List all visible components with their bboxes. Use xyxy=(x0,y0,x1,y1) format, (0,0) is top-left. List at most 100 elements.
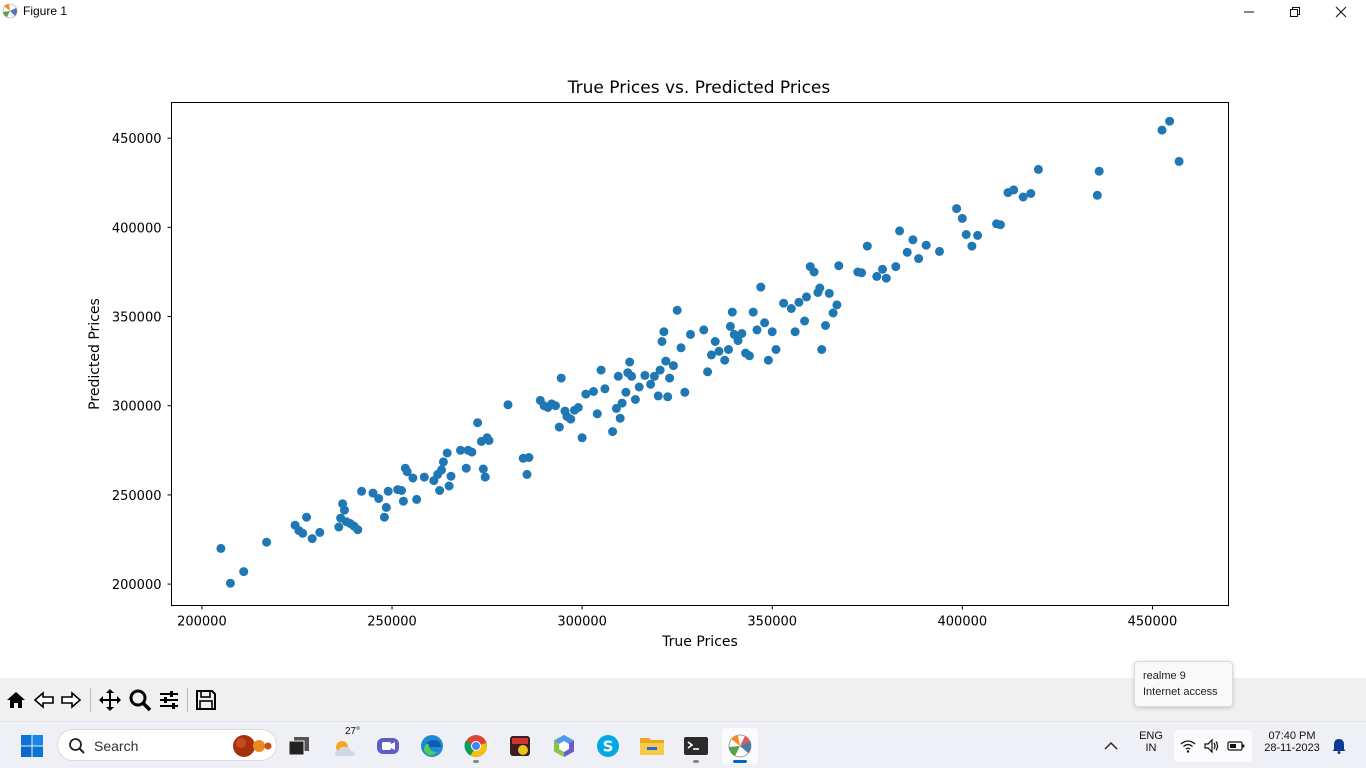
x-tick-label: 450000 xyxy=(1128,615,1178,630)
data-point xyxy=(611,403,621,413)
data-point xyxy=(748,307,758,317)
data-point xyxy=(379,512,389,522)
data-point xyxy=(908,235,918,245)
task-view-icon xyxy=(288,737,309,756)
cube-app-button[interactable] xyxy=(546,728,582,764)
data-point xyxy=(596,365,606,375)
data-point xyxy=(672,305,682,315)
data-point xyxy=(710,337,720,346)
data-point xyxy=(680,387,690,397)
data-point xyxy=(556,373,566,383)
data-point xyxy=(737,329,747,338)
chrome-button[interactable] xyxy=(458,728,494,764)
search-icon xyxy=(69,738,85,754)
svg-text:S: S xyxy=(603,738,614,756)
weather-icon xyxy=(335,741,355,756)
data-point xyxy=(763,355,773,365)
python-figure-button[interactable] xyxy=(722,728,758,764)
clock-date: 28-11-2023 xyxy=(1264,742,1320,754)
figure-canvas: True Prices vs. Predicted Prices 200000 2… xyxy=(0,23,1366,678)
restore-button[interactable] xyxy=(1272,0,1318,23)
data-point xyxy=(640,370,650,380)
data-point xyxy=(621,387,631,397)
task-view-button[interactable] xyxy=(281,728,317,764)
data-point xyxy=(446,471,456,481)
data-point xyxy=(676,343,686,353)
language-indicator[interactable]: ENG IN xyxy=(1134,730,1168,754)
file-explorer-button[interactable] xyxy=(634,728,670,764)
data-point xyxy=(630,395,640,404)
title-bar[interactable]: Figure 1 xyxy=(0,0,1366,23)
data-point xyxy=(760,318,770,328)
msys-button[interactable] xyxy=(502,728,538,764)
data-point xyxy=(817,345,827,354)
configure-button[interactable] xyxy=(156,687,182,713)
clock[interactable]: 07:40 PM 28-11-2023 xyxy=(1256,730,1328,754)
x-tick-label: 350000 xyxy=(747,615,797,630)
data-point xyxy=(444,481,454,491)
data-point xyxy=(661,356,671,366)
data-point xyxy=(467,447,477,457)
data-point xyxy=(857,268,867,278)
data-point xyxy=(1026,189,1036,198)
data-point xyxy=(298,528,308,538)
y-tick-label: 350000 xyxy=(112,311,162,326)
data-point xyxy=(961,230,971,239)
data-point xyxy=(340,505,349,515)
data-point xyxy=(649,371,659,381)
edge-button[interactable] xyxy=(414,728,450,764)
data-point xyxy=(383,486,393,496)
back-icon xyxy=(33,691,54,709)
data-point xyxy=(973,230,983,240)
skype-icon: S xyxy=(597,735,619,757)
start-button[interactable] xyxy=(14,728,50,764)
close-button[interactable] xyxy=(1318,0,1364,23)
notifications-button[interactable] xyxy=(1328,728,1350,764)
minimize-button[interactable] xyxy=(1226,0,1272,23)
clock-time: 07:40 PM xyxy=(1268,730,1316,742)
data-point xyxy=(412,494,422,504)
taskbar-search[interactable]: Search xyxy=(57,729,277,761)
terminal-button[interactable] xyxy=(678,728,714,764)
tooltip-network-status: Internet access xyxy=(1143,686,1218,698)
pan-button[interactable] xyxy=(97,687,123,713)
data-point xyxy=(665,373,675,383)
x-axis-label: True Prices xyxy=(661,634,738,650)
data-point xyxy=(921,240,931,250)
quick-settings-button[interactable] xyxy=(1174,730,1252,762)
home-button[interactable] xyxy=(3,687,29,713)
data-point xyxy=(881,273,891,283)
back-button[interactable] xyxy=(31,687,57,713)
teams-button[interactable] xyxy=(370,728,406,764)
data-point xyxy=(706,350,716,360)
data-point xyxy=(790,327,800,337)
data-point xyxy=(353,525,363,535)
zoom-button[interactable] xyxy=(127,687,153,713)
data-point xyxy=(815,283,825,293)
data-point xyxy=(824,288,834,298)
save-button[interactable] xyxy=(193,687,219,713)
language-region: IN xyxy=(1145,742,1157,754)
data-point xyxy=(577,433,587,443)
chevron-up-icon xyxy=(1104,742,1118,750)
pan-icon xyxy=(99,689,121,711)
data-points xyxy=(216,116,1184,588)
data-point xyxy=(334,522,344,532)
show-hidden-icons-button[interactable] xyxy=(1094,728,1128,764)
active-indicator xyxy=(733,760,747,763)
data-point xyxy=(809,267,819,277)
data-point xyxy=(727,307,737,317)
skype-button[interactable]: S xyxy=(590,728,626,764)
data-point xyxy=(902,247,912,257)
x-tick-label: 400000 xyxy=(938,615,988,630)
data-point xyxy=(703,367,713,377)
data-point xyxy=(862,241,872,251)
window-title: Figure 1 xyxy=(23,4,68,18)
data-point xyxy=(744,351,754,361)
forward-button[interactable] xyxy=(58,687,84,713)
python-figure-icon xyxy=(728,734,752,758)
weather-button[interactable]: 27° xyxy=(328,726,364,764)
wifi-icon xyxy=(1180,740,1196,753)
speaker-icon xyxy=(1204,738,1219,754)
data-point xyxy=(832,300,842,310)
